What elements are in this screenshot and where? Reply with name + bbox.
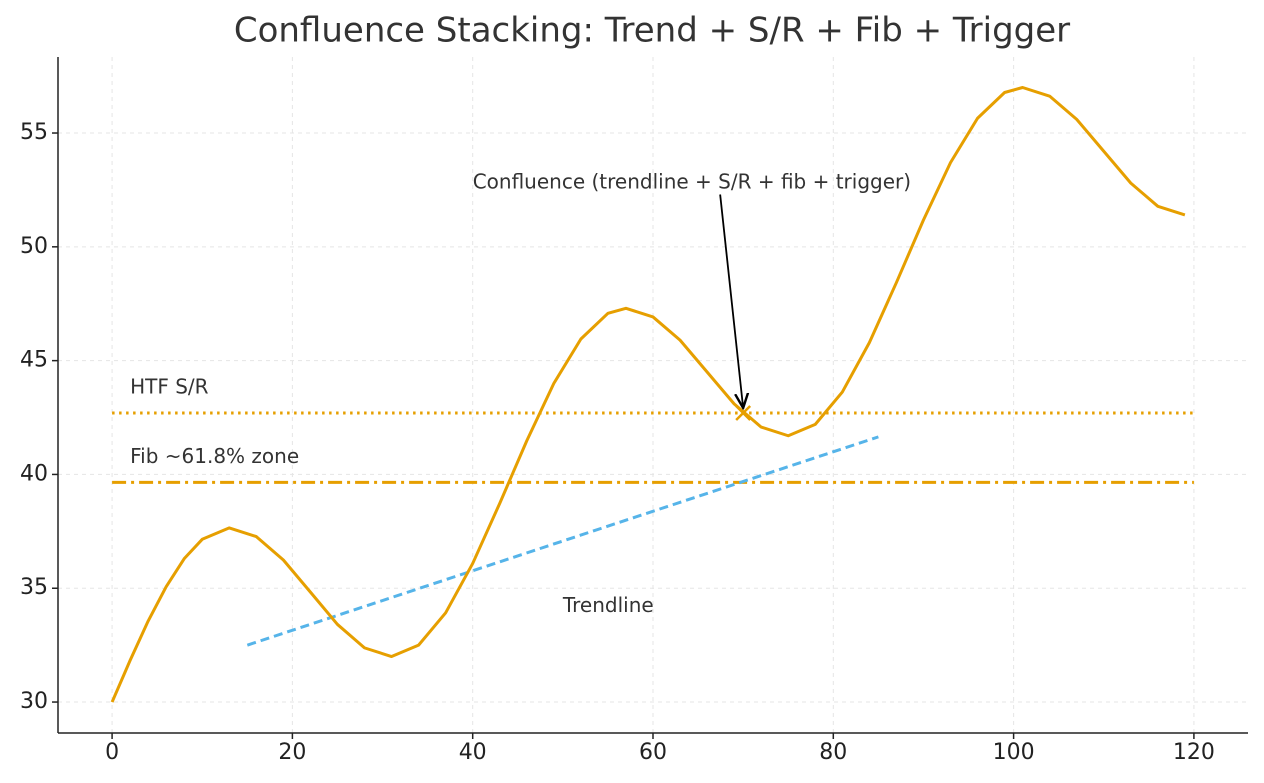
trend-label: Trendline: [562, 593, 654, 617]
x-tick-label: 80: [819, 740, 847, 765]
annotation-arrow: [719, 194, 743, 408]
x-tick-label: 0: [105, 740, 119, 765]
x-tick-label: 40: [459, 740, 487, 765]
x-tick-label: 100: [993, 740, 1035, 765]
x-tick-label: 120: [1173, 740, 1215, 765]
chart-title: Confluence Stacking: Trend + S/R + Fib +…: [234, 11, 1070, 51]
y-tick-label: 50: [20, 234, 48, 259]
trigger-marker: [735, 405, 752, 421]
y-tick-label: 45: [20, 348, 48, 373]
y-tick-label: 30: [20, 689, 48, 714]
y-tick-label: 40: [20, 461, 48, 486]
x-tick-label: 60: [639, 740, 667, 765]
price-line: [110, 85, 1186, 703]
trend-line: [246, 435, 879, 647]
y-tick-label: 55: [20, 120, 48, 145]
level-label: Fib ~61.8% zone: [130, 444, 299, 468]
level-label: HTF S/R: [130, 374, 209, 398]
y-tick-label: 35: [20, 575, 48, 600]
annotation-text: Confluence (trendline + S/R + fib + trig…: [473, 170, 911, 194]
x-tick-label: 20: [278, 740, 306, 765]
